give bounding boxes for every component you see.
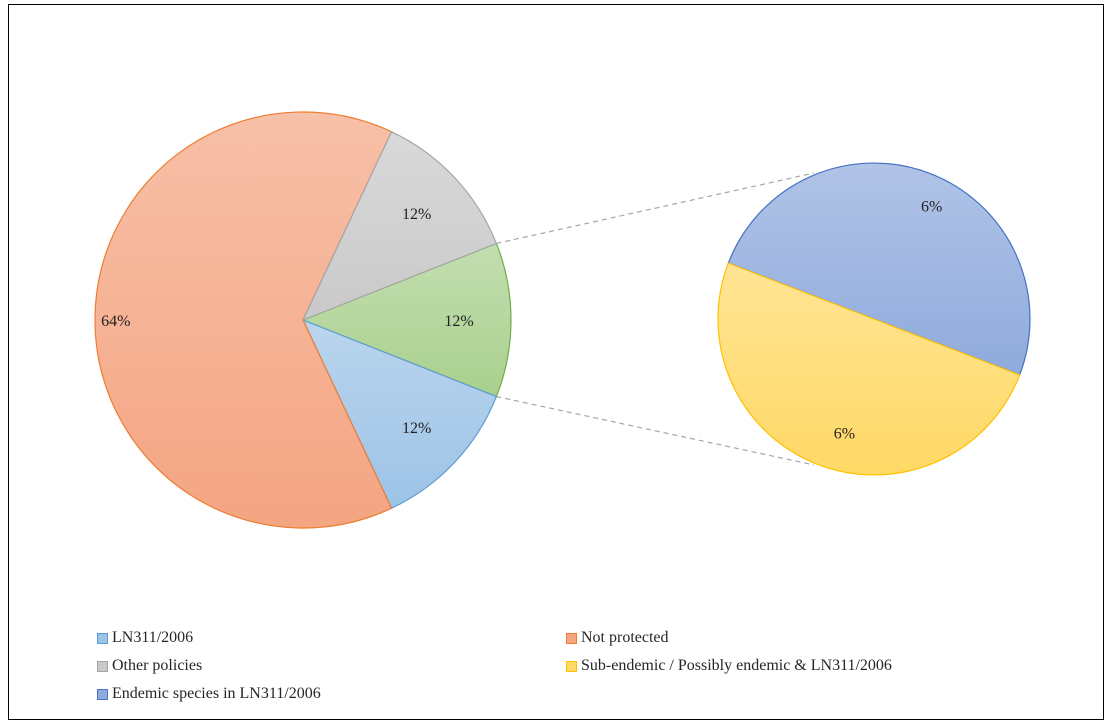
legend-label-not-protected: Not protected: [581, 629, 669, 646]
legend-item-endemic: Endemic species in LN311/2006: [97, 685, 321, 703]
main-slice-label-1: 12%: [402, 206, 431, 223]
legend-label-endemic: Endemic species in LN311/2006: [112, 685, 321, 702]
main-slice-sub-endemic-possibly-endemic-l: [301, 242, 512, 398]
main-slice-ln311-2006: [301, 318, 498, 510]
secondary-slice-label-1: 6%: [834, 426, 855, 443]
legend-item-other-policies: Other policies: [97, 657, 202, 675]
legend-swatch-not-protected: [566, 632, 577, 644]
connector-lines: [496, 172, 815, 466]
legend-swatch-sub-endemic: [566, 660, 577, 672]
legend-item-sub-endemic: Sub-endemic / Possibly endemic & LN311/2…: [566, 657, 892, 675]
main-slice-label-0: 64%: [101, 313, 130, 330]
legend-label-ln311: LN311/2006: [112, 629, 194, 646]
secondary-slice-label-0: 6%: [921, 198, 942, 215]
secondary-slice-sub-endemic-possibly-endemic-l: [717, 262, 1021, 476]
main-slice-not-protected: [94, 111, 393, 529]
secondary-slice-endemic-species-in-ln311-2006: [727, 162, 1031, 376]
pie-of-pie-chart: 12% 12% 64% 12% 6% 6%: [94, 111, 1031, 529]
connector-line-top: [496, 172, 815, 245]
legend-label-sub-endemic: Sub-endemic / Possibly endemic & LN311/2…: [581, 657, 892, 674]
legend-item-ln311: LN311/2006: [97, 629, 193, 647]
main-pie: 12% 12% 64% 12%: [94, 111, 512, 529]
legend-label-other-policies: Other policies: [112, 657, 203, 674]
main-slice-label-2: 12%: [444, 313, 473, 330]
main-slice-other-policies: [301, 130, 498, 322]
main-slice-label-3: 12%: [402, 420, 431, 437]
connector-line-bottom: [496, 395, 815, 466]
legend-item-not-protected: Not protected: [566, 629, 669, 647]
legend-swatch-ln311: [97, 632, 108, 644]
chart-frame: 12% 12% 64% 12% 6% 6% LN311/2006 Not protect…: [8, 4, 1104, 720]
legend-swatch-endemic: [97, 688, 108, 700]
legend-swatch-other-policies: [97, 660, 108, 672]
secondary-pie: 6% 6%: [717, 162, 1031, 476]
